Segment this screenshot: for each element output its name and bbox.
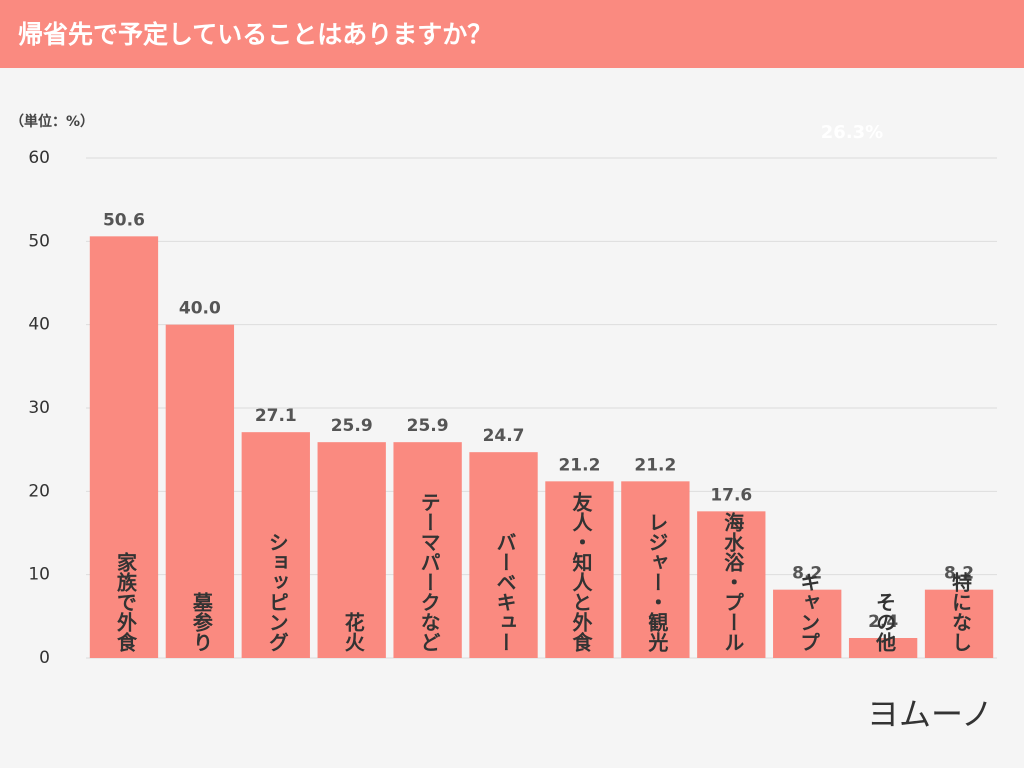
category-label: レジャー・観光 xyxy=(645,512,669,652)
category-label: その他 xyxy=(873,592,897,652)
chart-title: 帰省先で予定していることはありますか？ xyxy=(18,20,492,49)
y-tick-label: 0 xyxy=(39,648,50,668)
bar xyxy=(924,589,994,658)
bar xyxy=(393,442,462,658)
category-label: 墓参り xyxy=(189,591,213,652)
value-label: 8.2 xyxy=(944,564,974,584)
category-label: 家族で外食 xyxy=(113,551,137,653)
category-label: 海水浴・プール xyxy=(721,511,745,652)
bar xyxy=(545,481,614,658)
bar xyxy=(697,511,766,658)
value-label: 25.9 xyxy=(407,416,449,436)
value-label: 21.2 xyxy=(634,455,676,475)
category-label: ショッピング xyxy=(265,532,289,652)
value-label: 25.9 xyxy=(331,416,373,436)
y-tick-label: 50 xyxy=(28,231,50,251)
bar xyxy=(89,236,159,659)
bar xyxy=(317,442,386,658)
category-label: テーマパークなど xyxy=(417,492,441,652)
bar xyxy=(773,589,842,658)
y-tick-label: 40 xyxy=(28,315,50,335)
unit-label: （単位：%） xyxy=(10,113,94,130)
y-tick-label: 20 xyxy=(28,481,50,501)
bar xyxy=(469,452,538,658)
y-tick-label: 60 xyxy=(28,148,50,168)
y-tick-label: 10 xyxy=(28,565,50,585)
logo: ヨムーノ xyxy=(867,695,993,733)
value-label: 40.0 xyxy=(179,299,221,319)
value-label: 50.6 xyxy=(103,210,145,230)
value-label: 27.1 xyxy=(255,406,297,426)
category-label: 花火 xyxy=(341,612,365,652)
value-label: 21.2 xyxy=(558,455,600,475)
value-label: 8.2 xyxy=(792,564,822,584)
bar xyxy=(241,432,310,658)
header-bar xyxy=(0,0,1024,68)
annotation: 26.3% xyxy=(821,122,883,143)
bar xyxy=(165,324,235,658)
value-label: 24.7 xyxy=(483,426,525,446)
category-label: バーベキュー xyxy=(493,532,517,652)
y-tick-label: 30 xyxy=(28,398,50,418)
category-label: キャンプ xyxy=(797,572,821,652)
bar xyxy=(621,481,690,658)
bar xyxy=(848,638,918,658)
category-label: 特になし xyxy=(949,571,973,652)
value-label: 17.6 xyxy=(710,485,752,505)
value-label: 2.4 xyxy=(868,612,898,632)
category-label: 友人・知人と外食 xyxy=(569,491,593,653)
